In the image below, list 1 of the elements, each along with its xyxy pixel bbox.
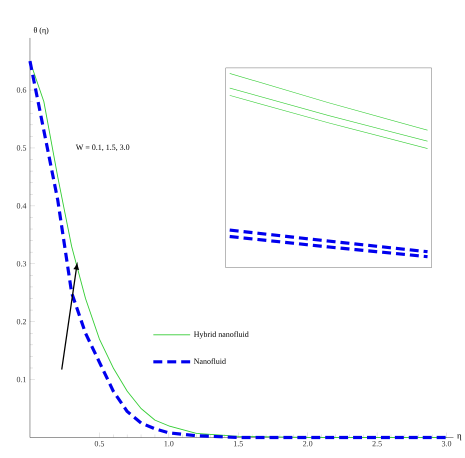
x-axis-title: η [457,434,462,440]
